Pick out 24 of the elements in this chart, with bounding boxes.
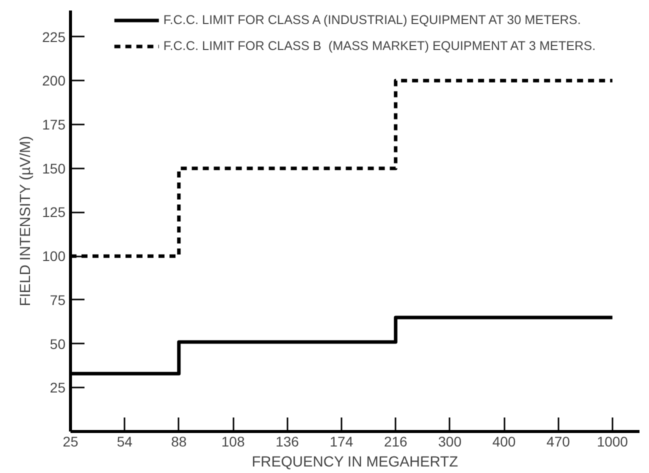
legend-label: F.C.C. LIMIT FOR CLASS B (MASS MARKET) EQUIPMENT AT 3 METERS. [163, 39, 596, 53]
x-tick-label: 174 [330, 434, 354, 450]
x-tick-label: 216 [384, 434, 408, 450]
x-tick-label: 470 [546, 434, 570, 450]
y-tick-label: 225 [42, 28, 66, 45]
y-tick-label: 175 [42, 116, 66, 133]
x-tick-label: 88 [171, 434, 187, 450]
y-tick-label: 200 [42, 72, 66, 89]
y-tick-label: 150 [42, 160, 66, 176]
x-tick-label: 300 [438, 434, 462, 450]
legend-label: F.C.C. LIMIT FOR CLASS A (INDUSTRIAL) EQUIPMENT AT 30 METERS. [163, 13, 581, 27]
y-tick-label: 100 [42, 248, 66, 264]
x-tick-label: 25 [62, 434, 78, 450]
y-tick-label: 50 [50, 336, 66, 352]
x-tick-label: 1000 [596, 434, 628, 450]
x-tick-label: 108 [221, 434, 245, 450]
x-axis-title: FREQUENCY IN MEGAHERTZ [252, 454, 458, 470]
x-tick-label: 136 [276, 434, 300, 450]
y-tick-label: 25 [50, 380, 66, 396]
y-tick-label: 75 [50, 292, 66, 308]
x-tick-label: 54 [116, 434, 133, 450]
y-axis-title: FIELD INTENSITY (µV/M) [18, 136, 34, 306]
y-tick-label: 125 [42, 204, 66, 220]
x-tick-label: 400 [492, 434, 516, 450]
